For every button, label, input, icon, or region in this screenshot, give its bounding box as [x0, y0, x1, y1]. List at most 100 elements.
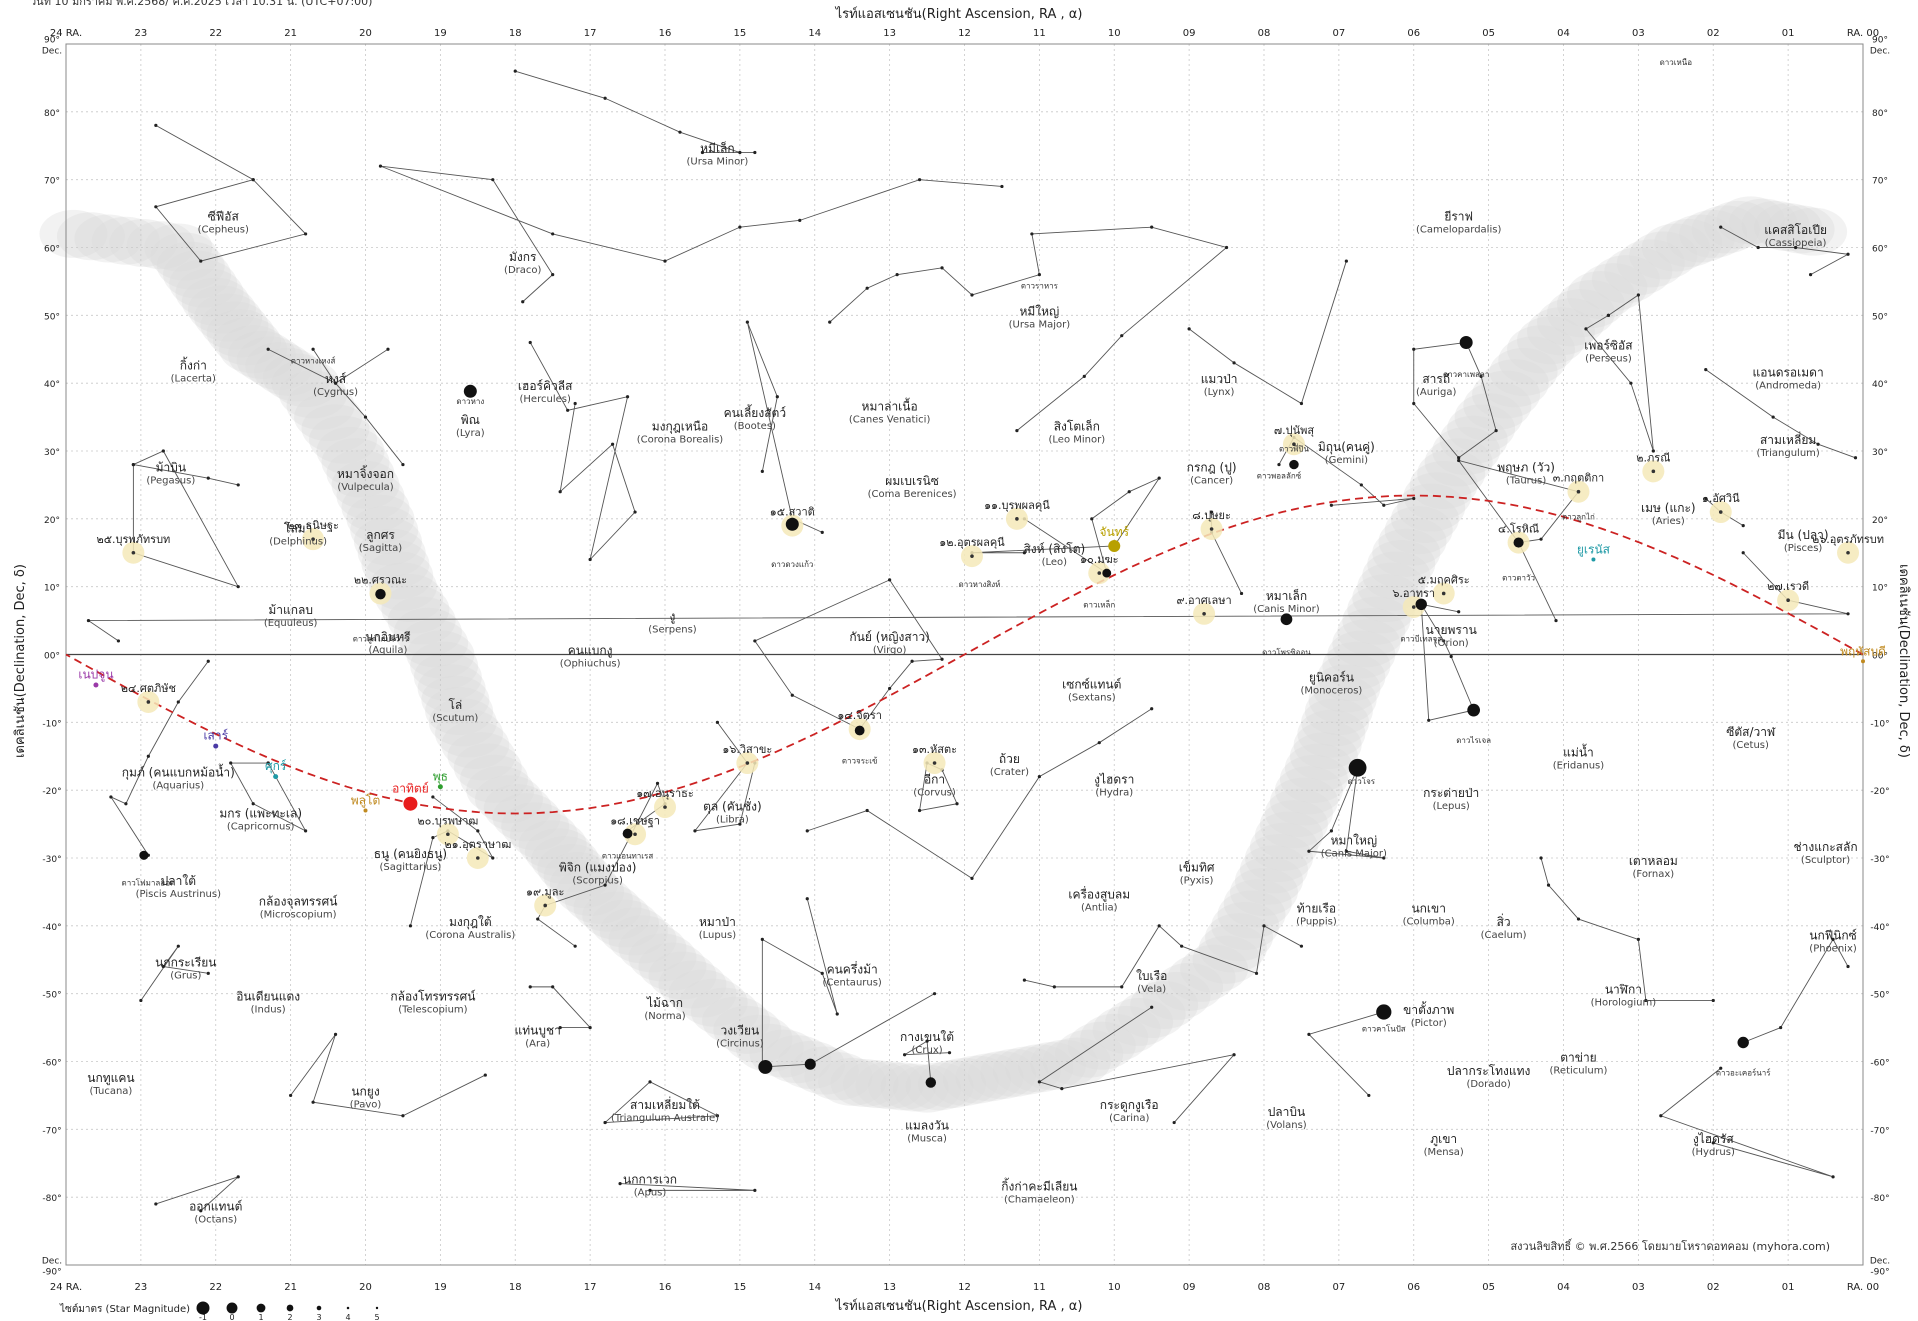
ra-tick-bottom: 01 [1782, 1282, 1795, 1293]
constellation-name: ปลากระโทงแทง [1447, 1064, 1531, 1078]
star-dot [1742, 524, 1745, 527]
star-dot [626, 395, 629, 398]
ra-tick-bottom: 22 [209, 1282, 222, 1293]
constellation-name: ลูกศร [366, 528, 395, 543]
star-dot [791, 694, 794, 697]
star-dot [1232, 1053, 1235, 1056]
constellation-latin: (Musca) [907, 1133, 947, 1144]
constellation-name: กล้องโทรทรรศน์ [390, 989, 475, 1003]
star-dot [237, 483, 240, 486]
star-name: ดาวเหนือ [1660, 58, 1693, 67]
star-dot [1150, 1006, 1153, 1009]
bright-star [1289, 460, 1298, 469]
star-dot [311, 348, 314, 351]
constellation-name: สามเหลี่ยมใต้ [630, 1096, 700, 1112]
constellation-latin: (Mensa) [1424, 1147, 1464, 1158]
constellation-name: กระต่ายป่า [1423, 786, 1479, 800]
dec-tick-left: -50° [42, 991, 61, 1001]
star-dot [888, 687, 891, 690]
star-dot [1307, 1033, 1310, 1036]
star-name: ดาวคาเพลลา [1443, 370, 1489, 379]
star-dot [207, 972, 210, 975]
star-dot [431, 795, 434, 798]
dec-tick-right: 30° [1872, 448, 1888, 458]
star-dot [1000, 185, 1003, 188]
constellation-name: ยูนิคอร์น [1309, 671, 1354, 686]
constellation-latin: (Pavo) [350, 1099, 382, 1110]
bright-star [623, 829, 633, 839]
constellation-latin: (Vulpecula) [337, 482, 393, 493]
star-dot [409, 924, 412, 927]
dec-tick-left: 90° [44, 36, 60, 46]
constellation-name: หมาใหญ่ [1331, 833, 1378, 847]
star-name: ดาวหาง [456, 397, 484, 406]
dec-tick-right: -90° [1870, 1268, 1889, 1278]
star-dot [207, 660, 210, 663]
star-dot [139, 999, 142, 1002]
star-dot [1255, 972, 1258, 975]
star-dot [147, 755, 150, 758]
constellation-name: หมาเล็ก [1266, 588, 1307, 603]
constellation-name: เฮอร์คิวลีส [518, 379, 573, 393]
ra-tick-top: 17 [584, 28, 597, 39]
constellation-name: มกร (แพะทะเล) [219, 806, 302, 820]
constellation-name: แมลงวัน [905, 1118, 949, 1132]
constellation-name: ซีตัส/วาฬ [1726, 725, 1776, 739]
ra-tick-top: 06 [1407, 28, 1420, 39]
star-dot [154, 205, 157, 208]
bright-star [1102, 569, 1111, 578]
constellation-name: หมาจิ้งจอก [337, 465, 394, 481]
nakshatra-star [663, 805, 667, 809]
constellation-latin: (Coma Berenices) [868, 489, 957, 500]
constellation-latin: (Horologium) [1591, 998, 1657, 1009]
dec-tick-right: 70° [1872, 177, 1888, 187]
nakshatra-star [476, 856, 480, 860]
constellation-latin: (Delphinus) [269, 536, 327, 547]
star-dot [1158, 477, 1161, 480]
constellation-name: นกกระเรียน [155, 956, 216, 970]
ra-tick-top: 08 [1258, 28, 1271, 39]
constellation-latin: (Phoenix) [1809, 943, 1857, 954]
axis-title-left: เดคลิเนชัน(Declination, Dec, δ) [13, 564, 28, 758]
star-dot [207, 477, 210, 480]
constellation-latin: (Virgo) [873, 645, 907, 656]
star-dot [866, 287, 869, 290]
constellation-name: กรกฎ (ปู) [1187, 460, 1237, 475]
star-name: ดาวคาโนปัส [1362, 1023, 1406, 1033]
nakshatra-label: ๒๗.เรวดี [1767, 580, 1809, 593]
constellation-name: นกยูง [351, 1084, 379, 1099]
star-dot [431, 836, 434, 839]
star-dot [252, 178, 255, 181]
nakshatra-star [1015, 517, 1019, 521]
dec-tick-right: -20° [1870, 787, 1889, 797]
constellation-latin: (Camelopardalis) [1416, 224, 1501, 235]
star-dot [1015, 429, 1018, 432]
dec-tick-right: 20° [1872, 516, 1888, 526]
planet-marker [1108, 540, 1120, 552]
star-dot [1098, 741, 1101, 744]
star-name: ดาวหางเหงส์ [291, 355, 336, 365]
ra-tick-bottom: 05 [1482, 1282, 1495, 1293]
constellation-latin: (Microscopium) [260, 909, 337, 920]
constellation-latin: (Auriga) [1416, 387, 1456, 398]
star-dot [1307, 850, 1310, 853]
star-dot [1277, 463, 1280, 466]
ra-tick-top: 22 [209, 28, 222, 39]
dec-tick-right: -40° [1870, 923, 1889, 933]
constellation-latin: (Ara) [525, 1038, 550, 1049]
star-dot [1225, 246, 1228, 249]
star-dot [237, 585, 240, 588]
constellation-name: คนแบกงู [568, 644, 613, 659]
constellation-latin: (Fornax) [1633, 869, 1675, 880]
constellation-name: ท้ายเรือ [1297, 901, 1336, 915]
nakshatra-label: ๑๘.เชษฐา [610, 814, 660, 827]
star-dot [1831, 1175, 1834, 1178]
constellation-latin: (Lupus) [699, 930, 737, 941]
star-dot [1382, 504, 1385, 507]
constellation-latin: (Piscis Austrinus) [136, 889, 221, 900]
constellation-latin: (Corona Australis) [425, 930, 515, 941]
nakshatra-star [633, 832, 637, 836]
ra-tick-bottom: 02 [1707, 1282, 1720, 1293]
constellation-latin: (Taurus) [1506, 475, 1546, 486]
